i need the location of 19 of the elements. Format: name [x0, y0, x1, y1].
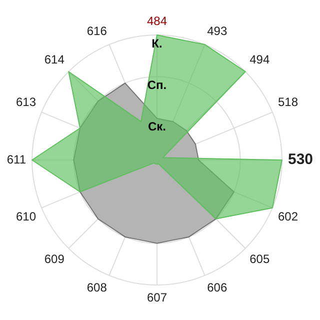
spoke-label: 608 [86, 280, 108, 295]
spoke-label: 493 [207, 24, 228, 38]
y-tick-label: Сп. [147, 78, 167, 92]
spoke-label: 602 [278, 210, 298, 224]
spoke-label: 518 [278, 94, 298, 109]
spoke-label: 530 [288, 151, 314, 168]
y-tick-label: К. [152, 36, 162, 50]
spoke-label: 611 [6, 152, 26, 166]
spoke-label: 607 [146, 290, 168, 304]
spoke-label: 484 [146, 14, 168, 28]
spoke-label: 616 [86, 24, 108, 38]
spoke-label: 613 [16, 94, 36, 109]
y-tick-label: Ск. [148, 120, 166, 134]
spoke-label: 610 [16, 210, 36, 224]
spoke-label: 614 [44, 52, 65, 66]
spoke-label: 606 [207, 280, 228, 295]
spoke-label: 494 [250, 52, 270, 66]
spoke-label: 609 [44, 252, 65, 266]
spoke-label: 605 [250, 252, 270, 266]
